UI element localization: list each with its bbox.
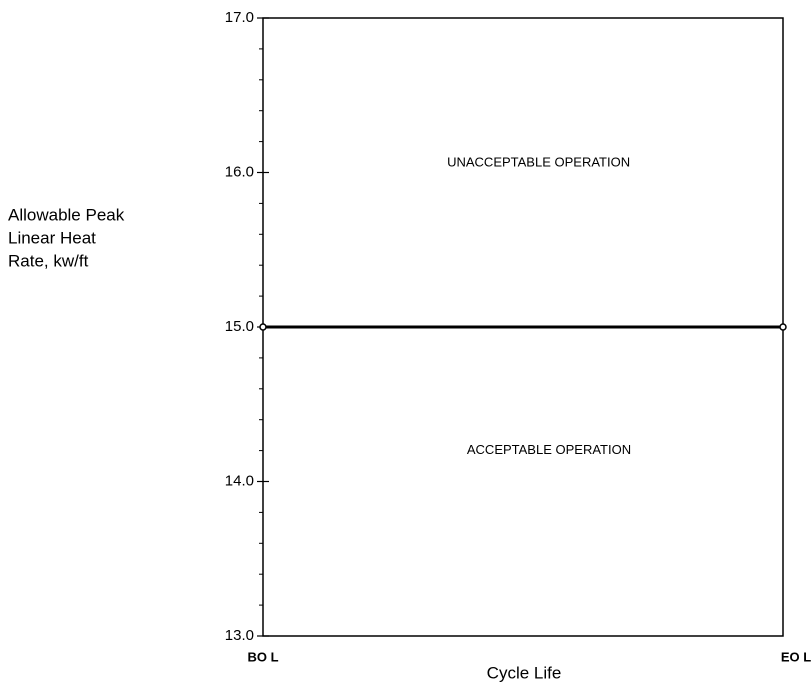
annotation: ACCEPTABLE OPERATION (467, 442, 631, 457)
x-axis-label: Cycle Life (487, 663, 562, 682)
y-tick-label: 16.0 (225, 163, 254, 180)
y-axis-label: Allowable Peak (8, 205, 125, 224)
data-point (779, 323, 787, 331)
y-tick-label: 17.0 (225, 9, 254, 26)
y-tick-label: 15.0 (225, 318, 254, 335)
y-axis-label: Rate, kw/ft (8, 251, 89, 270)
y-tick-label: 13.0 (225, 627, 254, 644)
annotation: UNACCEPTABLE OPERATION (447, 155, 630, 170)
y-tick-label: 14.0 (225, 472, 254, 489)
x-tick-label: EO L (781, 649, 811, 664)
x-tick-label: BO L (247, 649, 278, 664)
y-axis-label: Linear Heat (8, 228, 96, 247)
data-point (259, 323, 267, 331)
